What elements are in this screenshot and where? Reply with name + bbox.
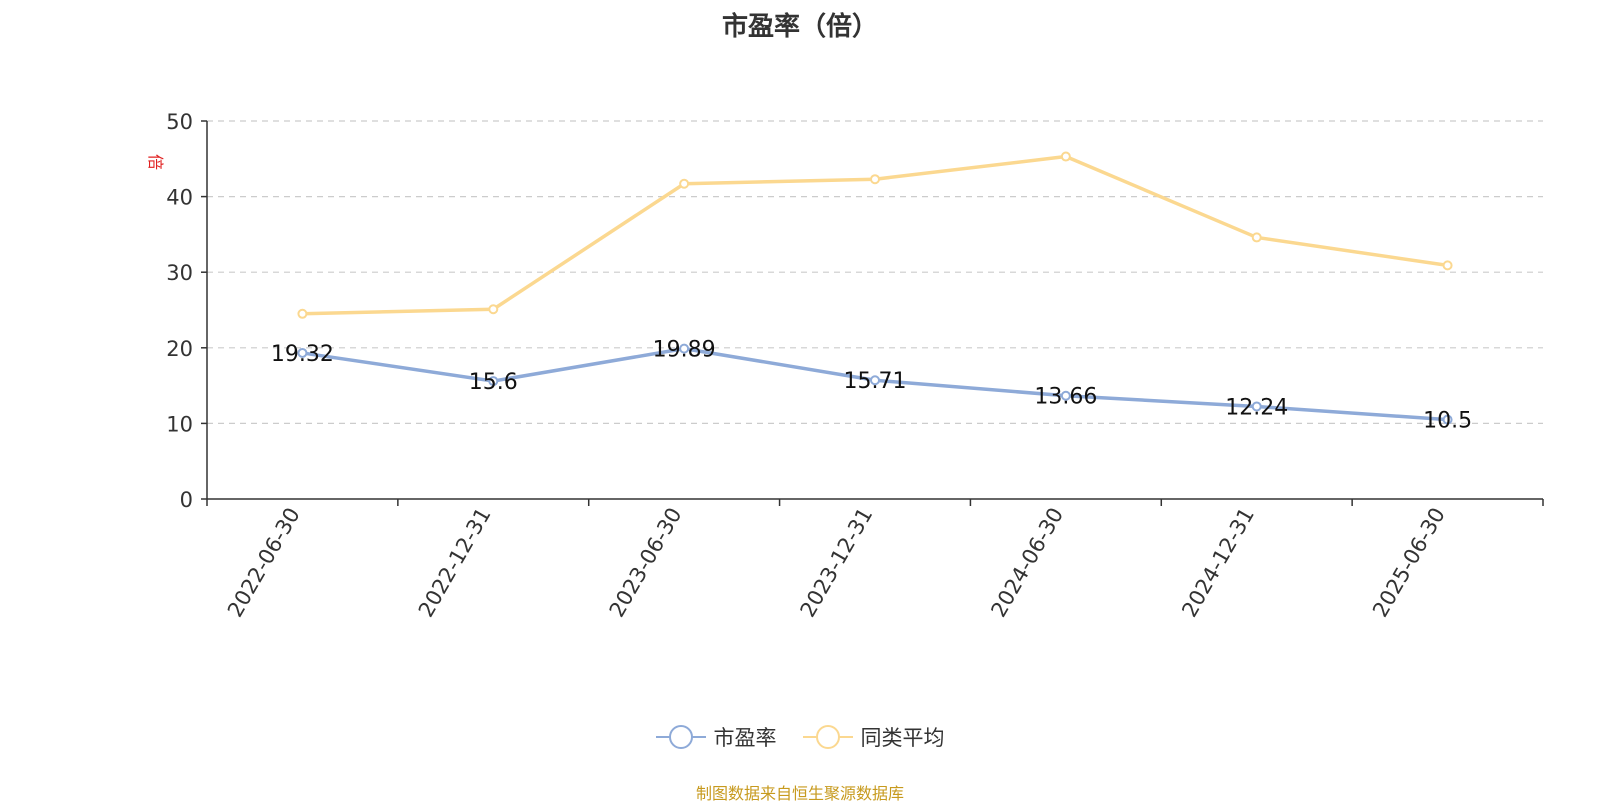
data-point (1251, 401, 1262, 412)
data-point (488, 304, 499, 315)
y-tick-label: 0 (180, 488, 193, 512)
data-point (679, 343, 690, 354)
x-tick-label: 2024-06-30 (986, 504, 1068, 622)
y-tick-label: 40 (166, 186, 193, 210)
data-point (488, 376, 499, 387)
data-label: 15.6 (469, 370, 518, 395)
data-label: 19.89 (653, 338, 716, 363)
source-note: 制图数据来自恒生聚源数据库 (695, 784, 904, 803)
legend-item[interactable]: 市盈率 (655, 722, 777, 752)
chart-title: 市盈率（倍） (721, 12, 878, 42)
y-axis-label: 倍 (146, 154, 165, 170)
data-point (870, 375, 880, 386)
data-label: 19.32 (271, 342, 334, 367)
data-point (1060, 151, 1071, 162)
data-label: 10.5 (1423, 409, 1472, 434)
x-tick-label: 2025-06-30 (1368, 504, 1450, 622)
legend-item[interactable]: 同类平均 (802, 722, 945, 752)
y-tick-label: 50 (166, 110, 193, 134)
legend: 市盈率 同类平均 (0, 722, 1600, 752)
legend-label: 同类平均 (860, 726, 945, 750)
data-point (1442, 414, 1453, 425)
y-tick-label: 10 (166, 412, 193, 436)
data-point (297, 308, 308, 319)
data-label: 15.71 (844, 369, 907, 394)
legend-label: 市盈率 (713, 726, 777, 750)
legend-marker-icon (802, 725, 853, 749)
x-tick-label: 2022-12-31 (414, 504, 496, 622)
x-tick-label: 2023-12-31 (796, 504, 878, 622)
y-tick-label: 20 (166, 337, 193, 361)
data-point (679, 178, 690, 189)
x-tick-label: 2024-12-31 (1177, 504, 1259, 622)
data-point (1060, 390, 1071, 401)
data-point (870, 174, 880, 185)
x-tick-label: 2023-06-30 (605, 504, 687, 622)
data-point (297, 347, 308, 358)
y-tick-label: 30 (166, 261, 193, 285)
data-point (1442, 260, 1453, 271)
x-tick-label: 2022-06-30 (223, 504, 305, 622)
data-label: 12.24 (1225, 395, 1288, 420)
data-point (1251, 232, 1262, 243)
legend-marker-icon (655, 725, 706, 749)
data-label: 13.66 (1034, 385, 1097, 410)
